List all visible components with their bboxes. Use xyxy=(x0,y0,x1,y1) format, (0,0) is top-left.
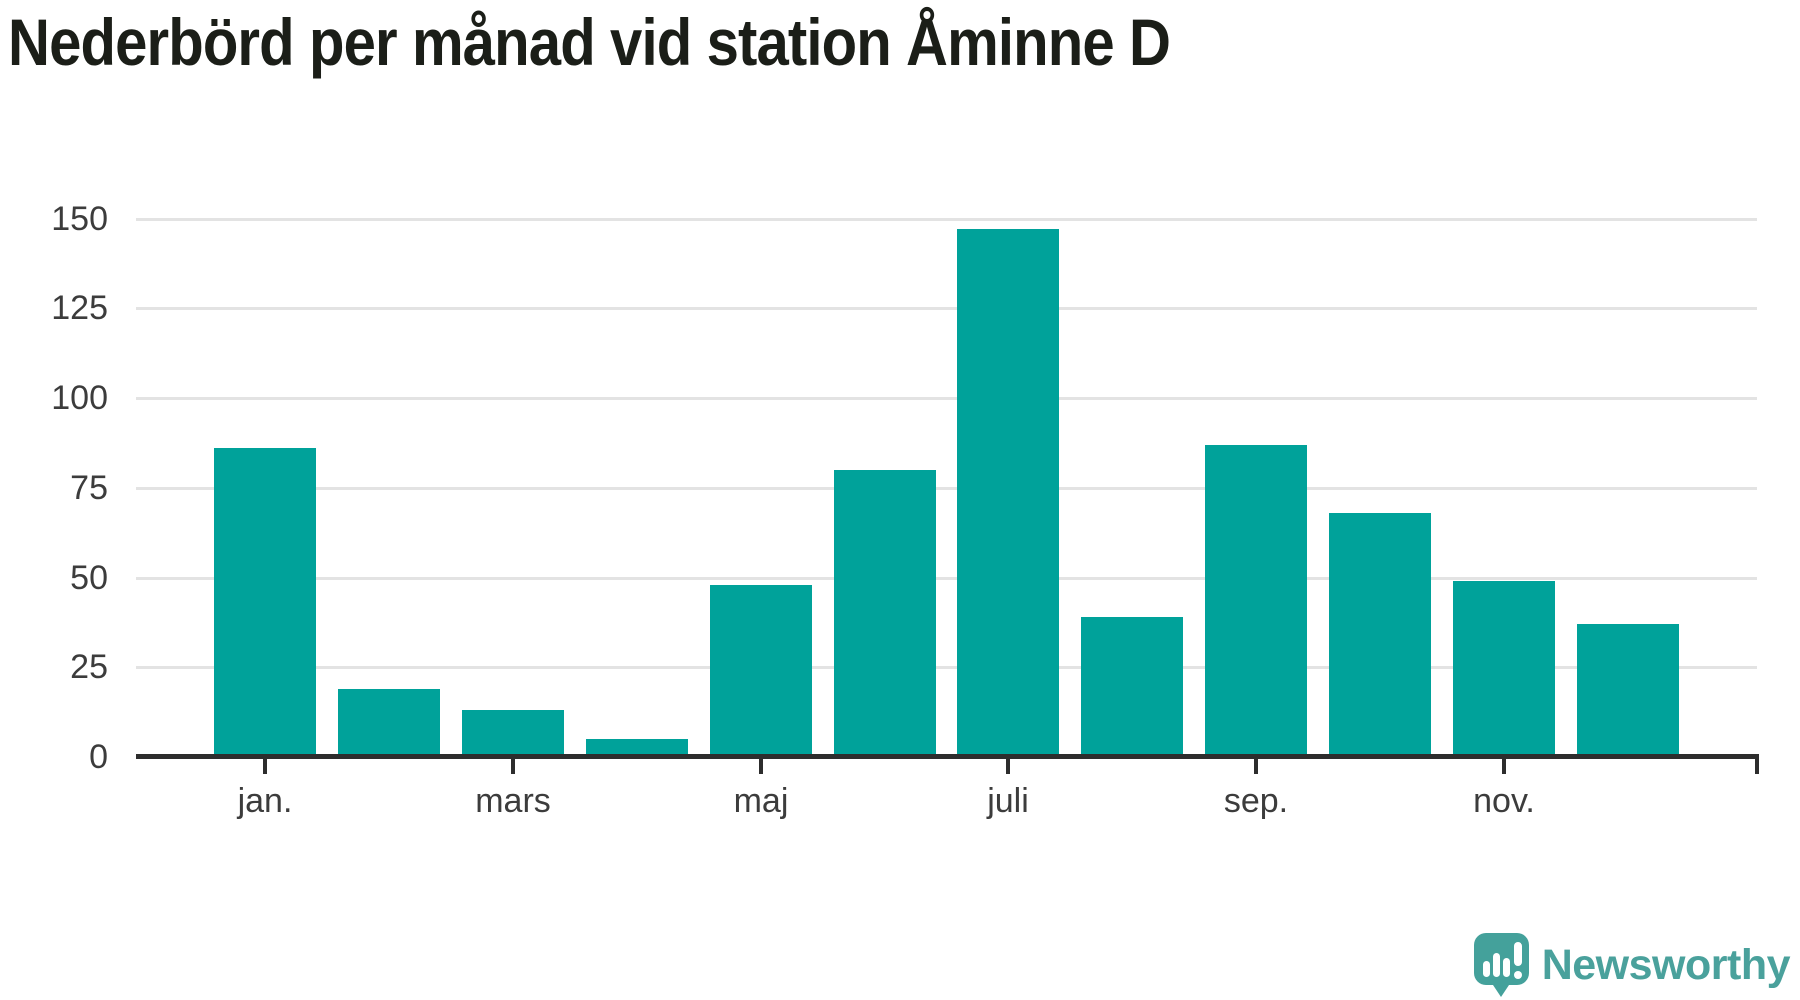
y-tick-label-100: 100 xyxy=(51,379,108,417)
bar-sep xyxy=(1205,445,1307,757)
gridline-y-125 xyxy=(136,307,1757,311)
x-tick-label-mars: mars xyxy=(475,782,551,820)
y-tick-label-0: 0 xyxy=(89,738,108,776)
bar-maj xyxy=(710,585,812,757)
brand-footer: Newsworthy xyxy=(1473,932,1791,998)
y-tick-label-150: 150 xyxy=(51,199,108,238)
gridline-y-50 xyxy=(136,576,1757,580)
y-tick-label-50: 50 xyxy=(70,558,108,597)
x-tick-sep xyxy=(1254,756,1258,774)
bar-okt xyxy=(1329,513,1431,757)
gridline-y-25 xyxy=(136,666,1757,670)
gridline-y-100 xyxy=(136,397,1757,400)
x-axis-line xyxy=(136,754,1759,759)
gridline-y-75 xyxy=(136,486,1757,490)
x-tick-jan xyxy=(263,756,267,774)
x-tick-label-maj: maj xyxy=(733,782,789,820)
gridline-y-150 xyxy=(136,217,1757,221)
bar-juni xyxy=(834,470,936,757)
chart-title: Nederbörd per månad vid station Åminne D xyxy=(8,5,1171,79)
bar-aug xyxy=(1081,617,1183,757)
brand-name: Newsworthy xyxy=(1541,940,1791,989)
x-axis-end-tick xyxy=(1755,756,1759,774)
newsworthy-logo-icon xyxy=(1473,933,1529,997)
x-tick-label-jan: jan. xyxy=(237,782,293,820)
bar-dec xyxy=(1577,624,1679,757)
bar-nov xyxy=(1453,581,1555,757)
bar-juli xyxy=(957,229,1059,757)
x-tick-mars xyxy=(511,756,515,774)
bar-apr xyxy=(586,739,688,757)
x-tick-nov xyxy=(1502,756,1506,774)
x-tick-label-juli: juli xyxy=(987,782,1029,820)
bar-mars xyxy=(462,710,564,757)
x-tick-juli xyxy=(1006,756,1010,774)
y-tick-label-75: 75 xyxy=(70,468,108,507)
x-tick-label-nov: nov. xyxy=(1473,782,1535,820)
y-tick-label-25: 25 xyxy=(70,648,108,687)
x-tick-label-sep: sep. xyxy=(1223,782,1289,820)
x-tick-maj xyxy=(759,756,763,774)
bar-jan xyxy=(214,448,316,757)
bar-feb xyxy=(338,689,440,757)
y-tick-label-125: 125 xyxy=(51,289,108,328)
